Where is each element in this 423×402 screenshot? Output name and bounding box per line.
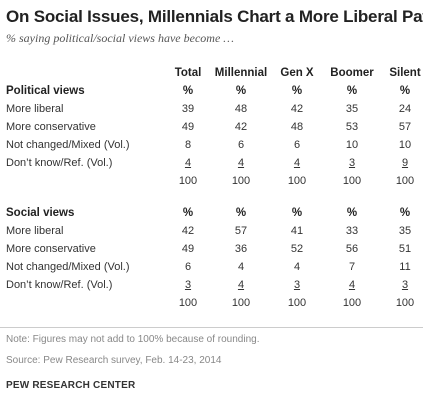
cell-gen-x: 41 [290,225,304,237]
chart-subtitle: % saying political/social views have bec… [6,31,234,45]
section-header-row: Political views%%%%% [0,82,423,100]
cell-gen-x: 3 [293,279,301,291]
cell-boomer: 56 [345,243,359,255]
row-label: More conservative [6,243,96,255]
cell-millennial: 36 [234,243,248,255]
cell-boomer: 7 [348,261,356,273]
cell-total: 49 [181,243,195,255]
cell-silent: 100 [395,175,415,187]
footnote: Note: Figures may not add to 100% becaus… [6,334,260,345]
cell-gen-x: 100 [287,297,307,309]
cell-gen-x: Gen X [280,67,314,79]
row-label: More conservative [6,121,96,133]
cell-silent: 100 [395,297,415,309]
cell-boomer: 100 [342,175,362,187]
total-row: 100 100 100 100 100 [0,294,423,312]
row-label: Social views [6,207,75,219]
table-row: More conservative 49 42 48 53 57 [0,118,423,136]
cell-total: 39 [181,103,195,115]
cell-silent: 3 [401,279,409,291]
row-label: More liberal [6,225,64,237]
cell-boomer: % [346,85,358,97]
cell-gen-x: 48 [290,121,304,133]
cell-total: 8 [184,139,192,151]
cell-gen-x: 42 [290,103,304,115]
cell-boomer: 53 [345,121,359,133]
cell-gen-x: 4 [293,261,301,273]
cell-boomer: Boomer [330,67,374,79]
cell-silent: 51 [398,243,412,255]
cell-silent: 35 [398,225,412,237]
cell-total: 100 [178,297,198,309]
cell-boomer: 3 [348,157,356,169]
cell-silent: 57 [398,121,412,133]
cell-boomer: 4 [348,279,356,291]
brand-logo-text: PEW RESEARCH CENTER [6,380,136,391]
row-label: Don’t know/Ref. (Vol.) [6,279,113,291]
cell-millennial: 57 [234,225,248,237]
cell-gen-x: 100 [287,175,307,187]
total-row: 100 100 100 100 100 [0,172,423,190]
section-gap [0,190,423,204]
table-row: More liberal 39 48 42 35 24 [0,100,423,118]
cell-gen-x: 4 [293,157,301,169]
cell-boomer: 33 [345,225,359,237]
data-table: Total Millennial Gen X Boomer Silent Politica… [0,64,423,312]
table-row: Not changed/Mixed (Vol.) 8 6 6 10 10 [0,136,423,154]
cell-silent: 9 [401,157,409,169]
row-label: Not changed/Mixed (Vol.) [6,139,130,151]
row-label: Political views [6,85,85,97]
section-header-row: Social views%%%%% [0,204,423,222]
cell-total: 42 [181,225,195,237]
cell-millennial: 100 [231,175,251,187]
divider [0,327,423,328]
cell-boomer: % [346,207,358,219]
cell-total: Total [174,67,202,79]
chart-title: On Social Issues, Millennials Chart a Mo… [6,7,423,26]
cell-silent: 24 [398,103,412,115]
cell-total: 3 [184,279,192,291]
cell-boomer: 100 [342,297,362,309]
table-row: Don’t know/Ref. (Vol.) 4 4 4 3 9 [0,154,423,172]
cell-millennial: 48 [234,103,248,115]
cell-silent: % [399,85,411,97]
cell-total: 100 [178,175,198,187]
row-label: Don’t know/Ref. (Vol.) [6,157,113,169]
cell-total: 6 [184,261,192,273]
cell-millennial: 4 [237,279,245,291]
cell-boomer: 35 [345,103,359,115]
cell-gen-x: 52 [290,243,304,255]
cell-silent: Silent [389,67,421,79]
cell-millennial: 4 [237,157,245,169]
cell-total: 49 [181,121,195,133]
cell-boomer: 10 [345,139,359,151]
cell-total: 4 [184,157,192,169]
row-label: Not changed/Mixed (Vol.) [6,261,130,273]
source-note: Source: Pew Research survey, Feb. 14-23,… [6,355,222,366]
table-row: More conservative 49 36 52 56 51 [0,240,423,258]
cell-silent: 10 [398,139,412,151]
cell-millennial: % [235,85,247,97]
row-label: More liberal [6,103,64,115]
cell-millennial: 42 [234,121,248,133]
cell-silent: 11 [399,261,411,273]
cell-silent: % [399,207,411,219]
table-row: More liberal 42 57 41 33 35 [0,222,423,240]
table-row: Don’t know/Ref. (Vol.) 3 4 3 4 3 [0,276,423,294]
cell-millennial: % [235,207,247,219]
cell-gen-x: 6 [293,139,301,151]
cell-millennial: 4 [237,261,245,273]
column-header-row: Total Millennial Gen X Boomer Silent [0,64,423,82]
cell-millennial: 6 [237,139,245,151]
cell-gen-x: % [291,85,303,97]
cell-total: % [182,207,194,219]
cell-millennial: 100 [231,297,251,309]
table-row: Not changed/Mixed (Vol.) 6 4 4 7 11 [0,258,423,276]
cell-millennial: Millennial [214,67,268,79]
cell-gen-x: % [291,207,303,219]
cell-total: % [182,85,194,97]
